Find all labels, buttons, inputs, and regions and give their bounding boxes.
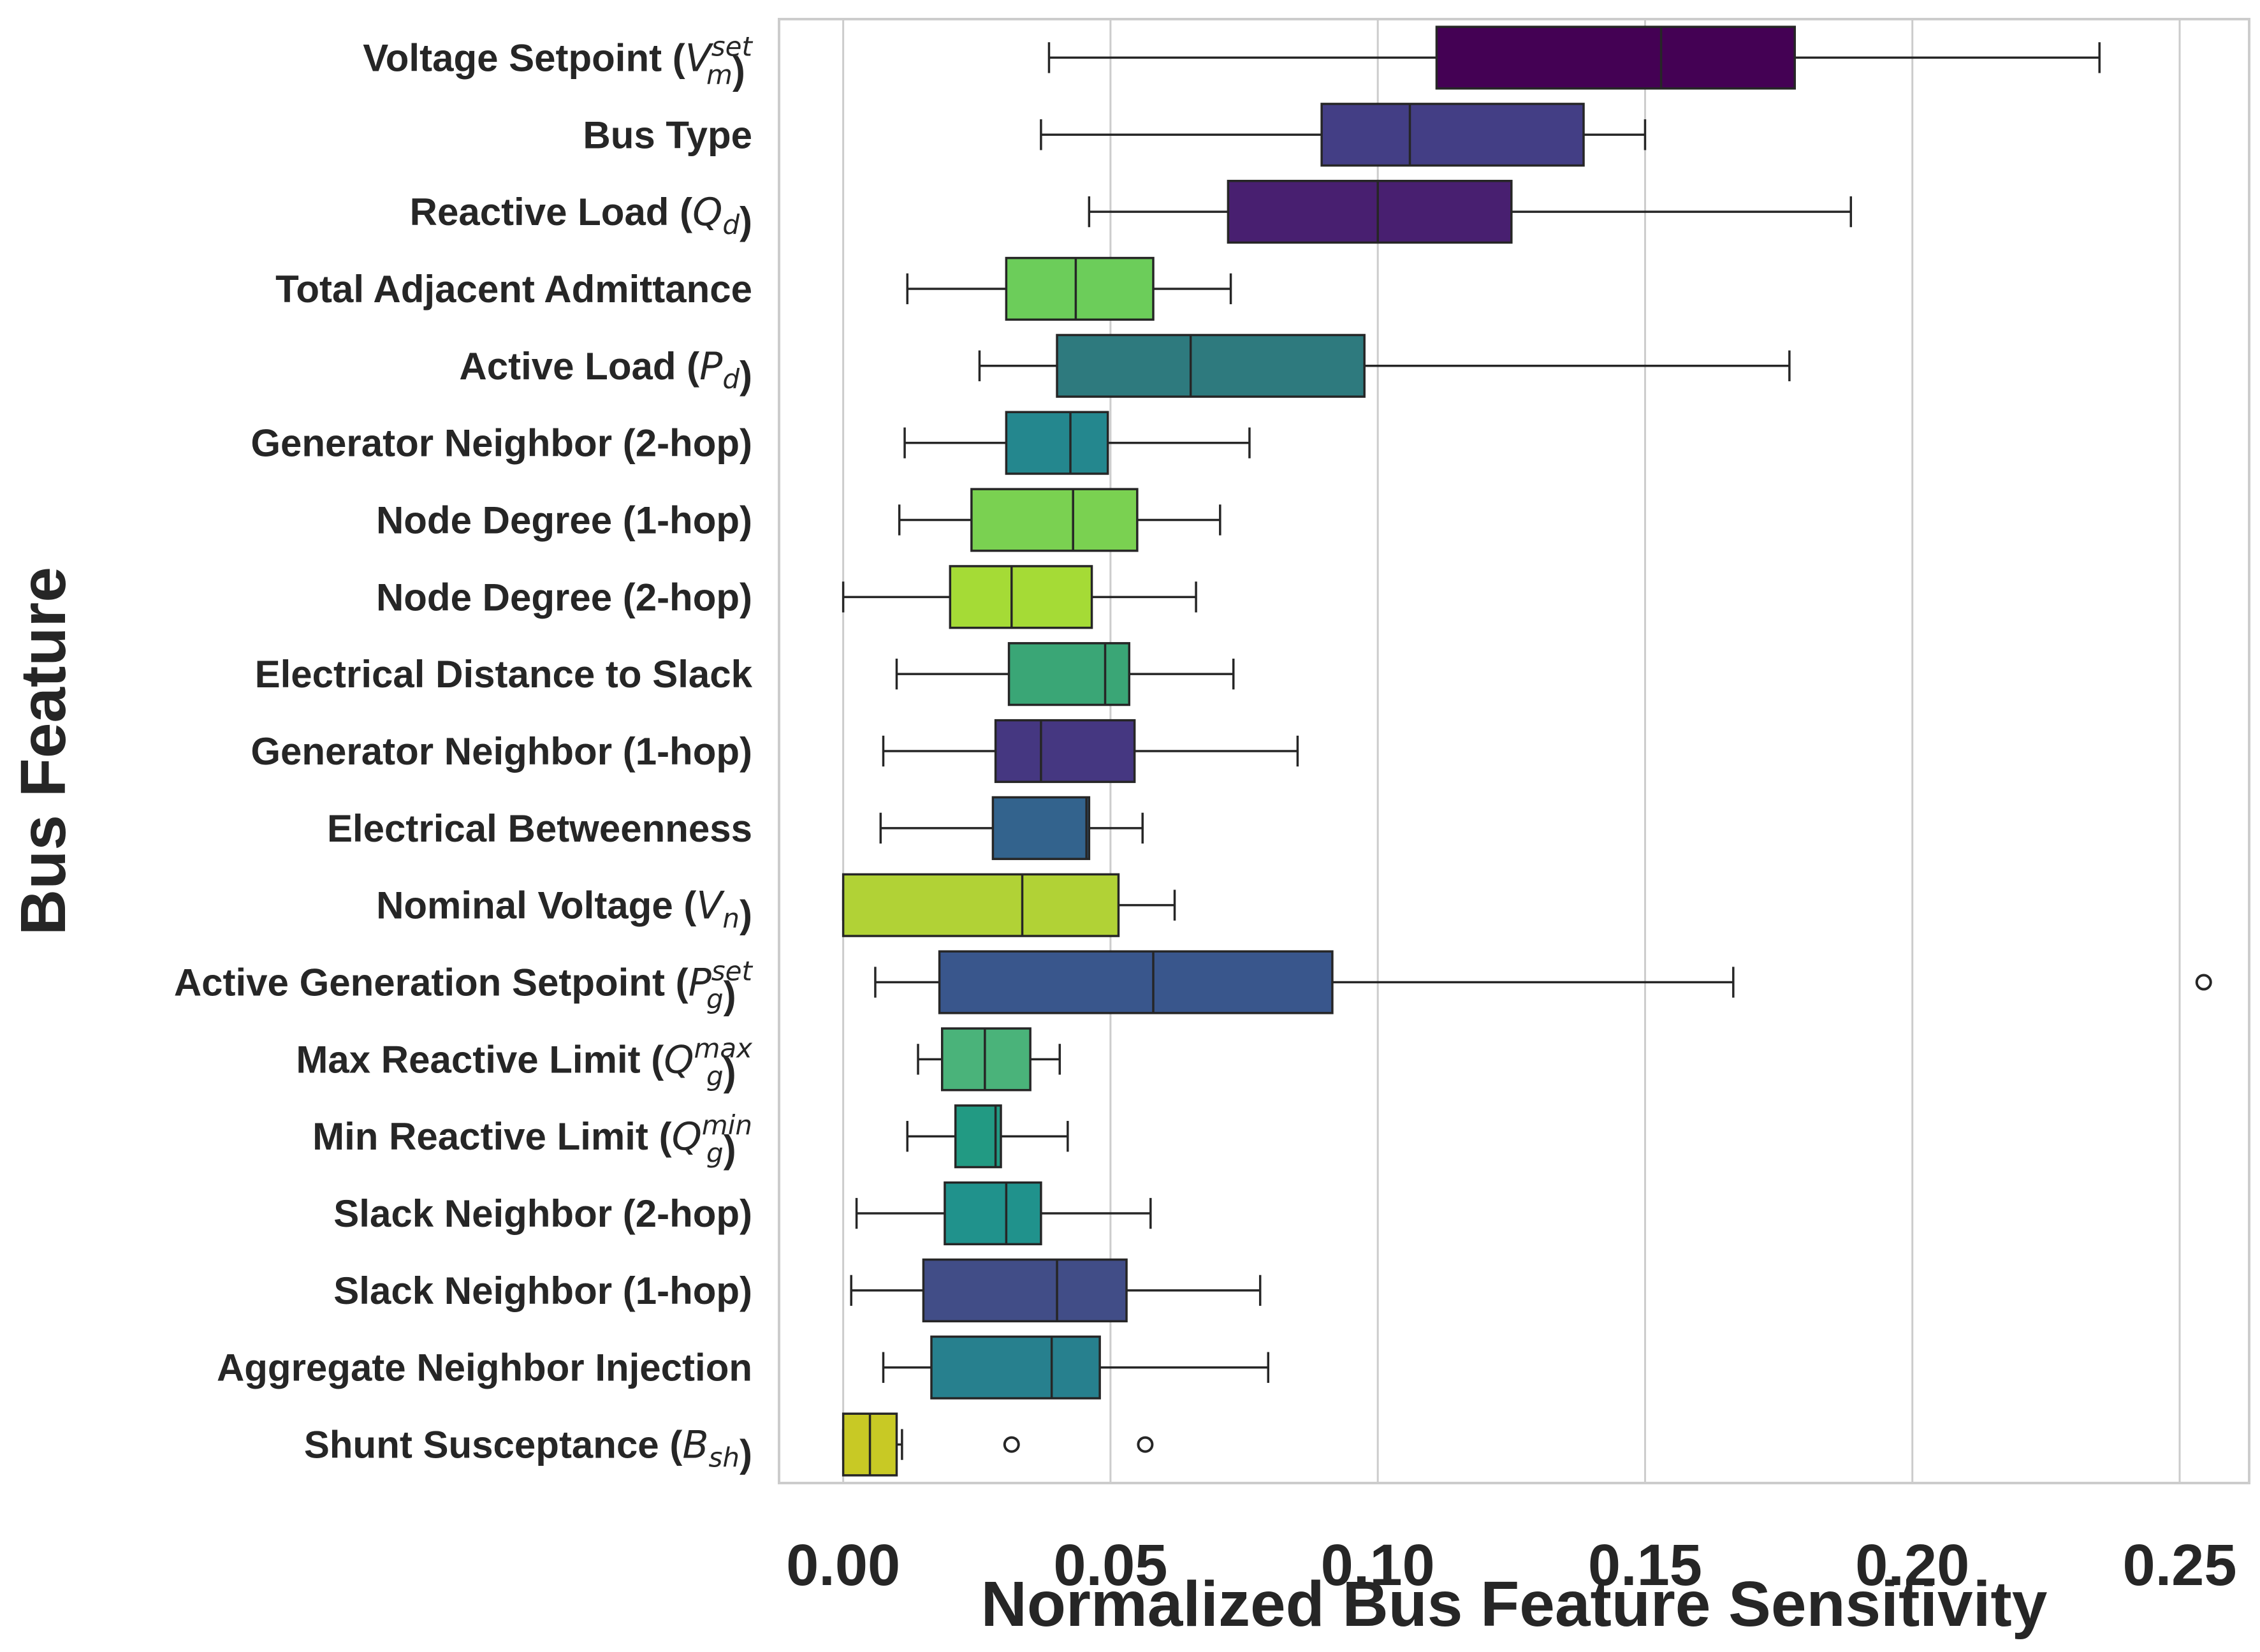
outlier-point <box>1137 1436 1154 1453</box>
iqr-box <box>944 1181 1042 1246</box>
box-row <box>842 1412 1154 1477</box>
y-tick-label: Reactive Load (Qd) <box>410 190 752 242</box>
x-axis-label: Normalized Bus Feature Sensitivity <box>981 1568 2048 1640</box>
box-row <box>906 1104 1069 1169</box>
box-row <box>850 1258 1262 1322</box>
y-tick-label: Min Reactive Limit (Qmin g) <box>312 1109 752 1171</box>
iqr-box <box>941 1027 1032 1092</box>
iqr-box <box>1005 411 1109 475</box>
box-row <box>1047 26 2101 90</box>
box-row <box>882 719 1299 784</box>
y-tick-label: Slack Neighbor (2-hop) <box>333 1192 752 1235</box>
box-row <box>917 1027 1061 1092</box>
y-tick-label: Bus Type <box>583 113 752 156</box>
box-row <box>874 950 2212 1014</box>
iqr-box <box>930 1335 1101 1400</box>
x-tick-label: 0.05 <box>1053 1533 1167 1598</box>
x-tick-label: 0.15 <box>1588 1533 1702 1598</box>
box-row <box>978 333 1791 398</box>
outlier-point <box>2195 974 2212 991</box>
iqr-box <box>1056 333 1366 398</box>
box-row <box>879 796 1144 860</box>
iqr-box <box>842 873 1120 937</box>
y-tick-label: Active Generation Setpoint (Pset g) <box>174 956 754 1017</box>
y-tick-label: Node Degree (2-hop) <box>376 576 752 618</box>
x-tick-labels: 0.00 0.05 0.10 0.15 0.20 0.25 <box>786 1533 2236 1598</box>
box-row <box>1040 103 1647 167</box>
y-tick-label: Slack Neighbor (1-hop) <box>333 1269 752 1312</box>
y-tick-label: Shunt Susceptance (Bsh) <box>304 1423 752 1475</box>
y-tick-labels: Voltage Setpoint (Vset m) Bus Type Reactive… <box>174 31 754 1475</box>
iqr-box <box>970 488 1139 552</box>
x-tick-label: 0.25 <box>2122 1533 2236 1598</box>
iqr-box <box>991 796 1091 860</box>
y-tick-label: Active Load (Pd) <box>459 344 752 397</box>
outlier-point <box>1003 1436 1020 1453</box>
iqr-box <box>994 719 1136 784</box>
box-row <box>842 873 1176 937</box>
box-row <box>895 642 1235 706</box>
iqr-box <box>1320 103 1585 167</box>
x-tick-label: 0.10 <box>1321 1533 1435 1598</box>
x-tick-label: 0.20 <box>1855 1533 1969 1598</box>
iqr-box <box>1227 180 1513 244</box>
box-row <box>898 488 1221 552</box>
boxes-group <box>842 26 2212 1477</box>
box-row <box>855 1181 1152 1246</box>
x-tick-label: 0.00 <box>786 1533 900 1598</box>
iqr-box <box>922 1258 1128 1322</box>
y-tick-label: Generator Neighbor (2-hop) <box>251 422 752 465</box>
y-tick-label: Max Reactive Limit (Qmax g) <box>296 1032 753 1093</box>
iqr-box <box>1435 26 1796 90</box>
y-axis-label: Bus Feature <box>8 567 79 935</box>
y-tick-label: Node Degree (1-hop) <box>376 499 752 541</box>
box-row <box>903 411 1251 475</box>
y-tick-label: Aggregate Neighbor Injection <box>217 1347 752 1389</box>
y-tick-label: Electrical Distance to Slack <box>255 653 753 696</box>
y-tick-label: Electrical Betweenness <box>327 807 752 850</box>
iqr-box <box>949 565 1093 629</box>
box-row <box>1088 180 1853 244</box>
y-tick-label: Voltage Setpoint (Vset m) <box>363 31 753 92</box>
iqr-box <box>1007 642 1130 706</box>
y-tick-label: Nominal Voltage (Vn) <box>376 884 752 936</box>
iqr-box <box>954 1104 1002 1169</box>
iqr-box <box>1005 256 1155 321</box>
box-row <box>882 1335 1270 1400</box>
box-row <box>906 256 1232 321</box>
y-tick-label: Generator Neighbor (1-hop) <box>251 730 752 773</box>
y-tick-label: Total Adjacent Admittance <box>275 268 752 311</box>
box-row <box>842 565 1197 629</box>
plot-frame <box>778 18 2250 1484</box>
iqr-box <box>938 950 1334 1014</box>
